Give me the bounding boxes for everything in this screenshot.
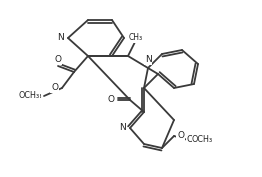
Text: O: O <box>107 96 114 104</box>
Text: N: N <box>119 124 125 133</box>
Text: OCH₃: OCH₃ <box>186 136 210 144</box>
Text: N: N <box>117 124 123 133</box>
Text: O: O <box>54 56 62 64</box>
Text: N: N <box>145 56 151 64</box>
Text: CH₃: CH₃ <box>129 33 143 42</box>
Text: N: N <box>145 56 151 64</box>
Text: O: O <box>54 56 62 64</box>
Text: N: N <box>58 33 64 42</box>
Text: OCH₃: OCH₃ <box>19 92 40 101</box>
Text: O: O <box>51 84 57 93</box>
Text: O: O <box>52 84 58 93</box>
Text: O: O <box>106 96 113 104</box>
Text: O: O <box>177 132 184 141</box>
Text: OCH₃: OCH₃ <box>18 92 42 101</box>
Text: OCH₃: OCH₃ <box>192 136 213 144</box>
Text: O: O <box>177 132 183 141</box>
Text: N: N <box>57 33 63 42</box>
